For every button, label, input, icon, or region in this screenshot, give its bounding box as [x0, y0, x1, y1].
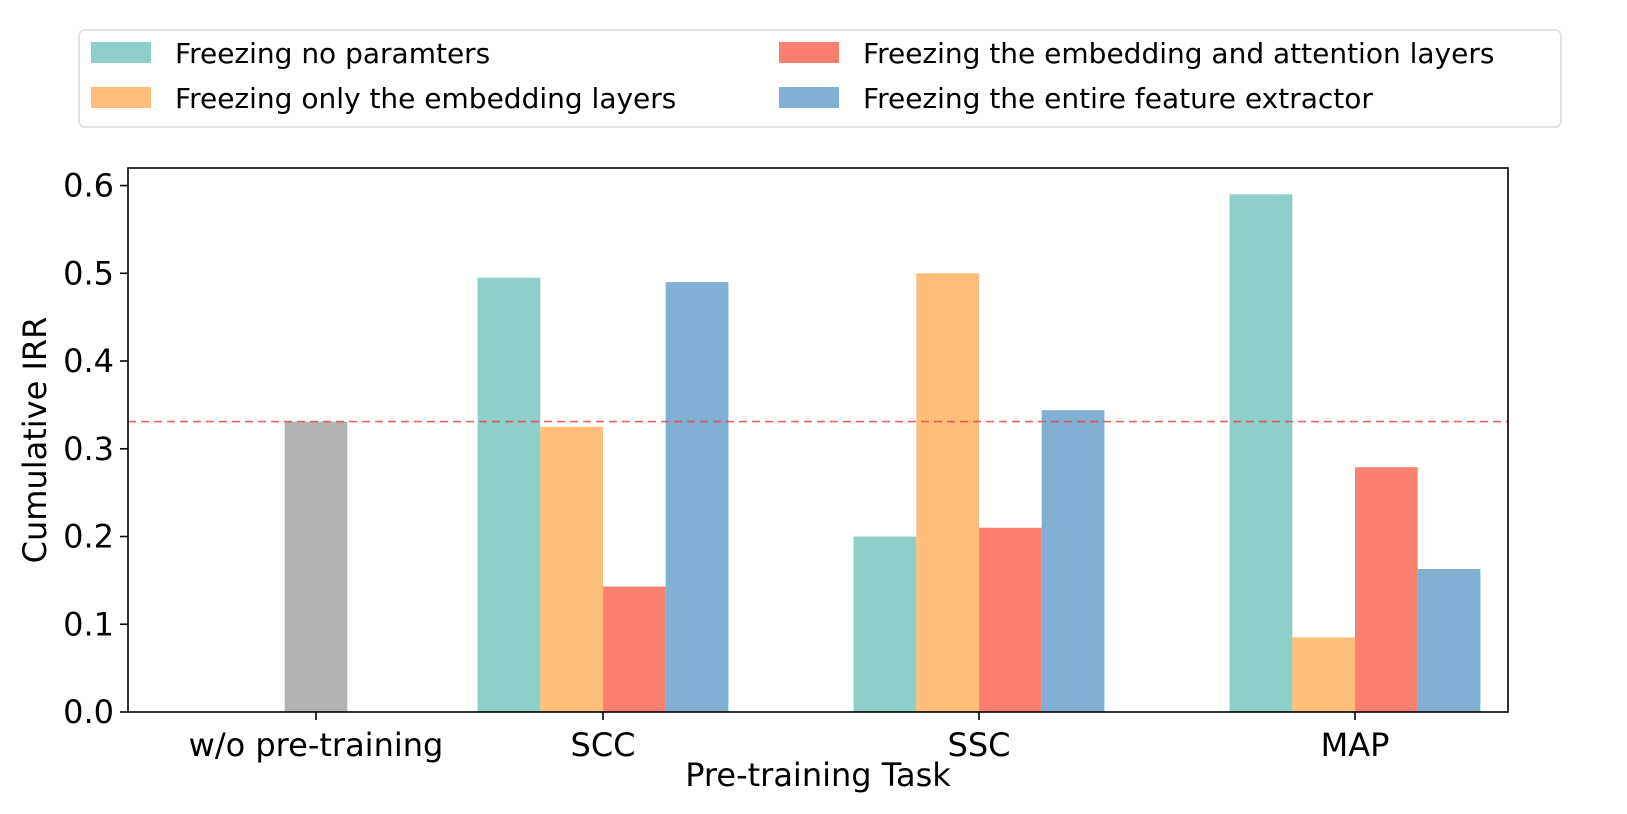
bar-series-2-ssc [916, 273, 979, 712]
bar-baseline [284, 421, 348, 712]
legend-swatch [91, 87, 151, 108]
y-axis: 0.0 0.1 0.2 0.3 0.4 0.5 0.6 [63, 167, 128, 731]
bars [284, 194, 1481, 713]
legend-swatch [779, 42, 839, 63]
plot-frame [127, 167, 1509, 713]
y-tick-label: 0.1 [63, 605, 114, 643]
y-tick-label: 0.0 [63, 693, 114, 731]
legend-label: Freezing the embedding and attention lay… [863, 37, 1494, 70]
bar-series-1-scc [477, 277, 541, 712]
y-tick-label: 0.2 [63, 518, 114, 556]
x-axis: w/o pre-training SCC SSC MAP [189, 712, 1390, 764]
bar-series-1-ssc [853, 536, 917, 712]
x-tick-label: SCC [571, 726, 636, 764]
x-tick-label: w/o pre-training [189, 726, 444, 764]
legend-label: Freezing only the embedding layers [175, 82, 676, 115]
y-tick-label: 0.3 [63, 430, 114, 468]
plot-area: 0.0 0.1 0.2 0.3 0.4 0.5 0.6 w/o pre-training SC… [63, 167, 1509, 764]
bar-series-3-scc [603, 586, 666, 712]
x-tick-label: MAP [1321, 726, 1390, 764]
bar-series-3-ssc [979, 527, 1042, 712]
legend-swatch [779, 87, 839, 108]
x-tick-label: SSC [948, 726, 1011, 764]
bar-series-2-scc [540, 426, 603, 712]
bar-series-3-map [1355, 467, 1418, 712]
x-axis-label: Pre-training Task [685, 756, 951, 794]
legend: Freezing no paramters Freezing only the e… [78, 29, 1562, 128]
legend-frame [78, 29, 1562, 128]
y-axis-label: Cumulative IRR [16, 317, 54, 564]
y-tick-label: 0.4 [63, 342, 114, 380]
bar-series-4-map [1417, 568, 1481, 712]
legend-swatch [91, 42, 151, 63]
bar-series-4-scc [665, 282, 729, 712]
bar-series-1-map [1229, 194, 1293, 713]
bar-series-4-ssc [1041, 410, 1105, 712]
bar-series-2-map [1292, 637, 1355, 712]
y-tick-label: 0.5 [63, 254, 114, 292]
legend-label: Freezing no paramters [175, 37, 490, 70]
legend-label: Freezing the entire feature extractor [863, 82, 1373, 115]
y-tick-label: 0.6 [63, 167, 114, 205]
